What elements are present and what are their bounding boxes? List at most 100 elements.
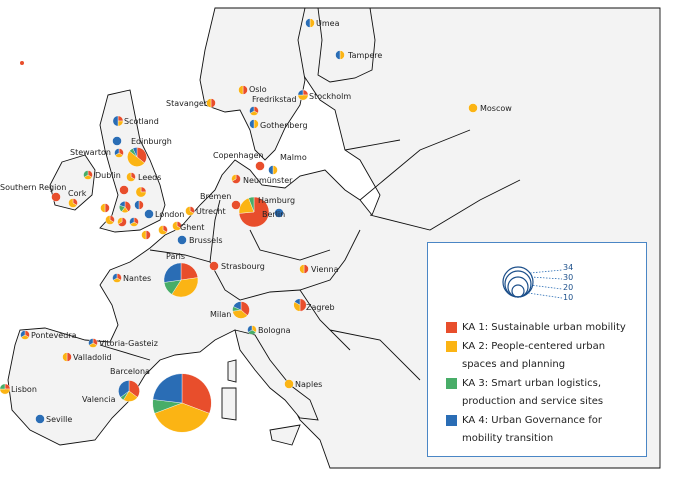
city-pie [68,198,78,208]
city-pie [126,172,136,182]
city-label: Stockholm [309,92,351,101]
land-sardinia [221,387,237,421]
city-label: Nantes [123,274,151,283]
pie-slice-ka2 [299,264,305,274]
city-pie [238,196,270,228]
city-label: Tampere [347,51,382,60]
pie-slice-ka4 [112,273,118,281]
pie-slice-ka2 [100,203,106,213]
bottom-margin [0,469,676,478]
legend-label: KA 4: Urban Governance for mobility tran… [462,415,602,444]
legend-label: KA 2: People-centered urban spaces and p… [462,341,606,370]
city-label: Dublin [95,171,121,180]
ka3-swatch [446,378,457,389]
pie-slice-ka2 [231,174,237,182]
pie-slice-ka4 [163,262,182,283]
city-pie [247,325,257,335]
pie-slice-ka4 [129,217,135,225]
legend-label: KA 3: Smart urban logistics, production … [462,378,604,407]
legend-item-ka4: KA 4: Urban Governance for mobility tran… [446,412,602,448]
pie-slice-ka2 [0,388,11,395]
country-borders [99,129,521,381]
city-pie [35,414,45,424]
pie-slice-ka2 [158,225,168,235]
city-label: Fredrikstad [252,95,297,104]
city-pie [88,338,98,348]
pie-slice-ka2 [154,402,210,433]
size-label-30: 30 [563,273,573,282]
pie-slice-ka2 [468,103,478,113]
city-pie [117,217,127,227]
city-pie [209,261,219,271]
city-pie [62,352,72,362]
city-pie [231,174,241,184]
pie-slice-ka4 [152,373,183,404]
pie-slice-ka2 [297,94,309,101]
city-label: Valencia [82,395,116,404]
pie-slice-ka4 [305,18,311,28]
ka4-swatch [446,415,457,426]
pie-slice-ka2 [135,186,147,198]
pie-slice-ka1 [231,174,241,184]
land-italy [234,329,319,421]
city-pie [232,301,250,319]
city-pie [20,330,30,340]
pie-slice-ka4 [88,338,94,346]
pie-slice-ka4 [112,136,122,146]
size-label-20: 20 [563,283,573,292]
city-pie [206,98,216,108]
city-label: London [155,210,184,219]
city-pie [112,136,122,146]
city-label: Umea [316,19,340,28]
city-pie [112,273,122,283]
pie-slice-ka2 [185,206,195,216]
land-ireland [49,154,96,211]
pie-slice-ka4 [249,106,255,114]
pie-slice-ka2 [284,379,294,389]
size-scale: 34 30 20 10 [502,263,573,302]
city-pie [163,262,199,298]
city-pie [158,225,168,235]
city-label: Stavanger [166,99,208,108]
pie-slice-ka1 [145,230,151,240]
pie-slice-ka4 [134,200,140,210]
pie-slice-ka1 [302,89,309,96]
city-label: Edinburgh [131,137,172,146]
city-label: Pontevedra [31,331,77,340]
pie-slice-ka4 [144,209,154,219]
city-pie [299,264,309,274]
city-pie [249,119,259,129]
city-label: Valladolid [73,353,112,362]
pie-slice-ka1 [255,161,265,171]
pie-slice-ka4 [294,298,301,306]
city-pie [249,106,259,116]
city-label: Milan [210,310,231,319]
city-pie [144,209,154,219]
city-pie [114,148,124,158]
pie-slice-ka4 [132,147,138,158]
city-pie [119,185,129,195]
city-pie [152,373,212,433]
city-label: Copenhagen [213,151,264,160]
city-pie [51,192,61,202]
city-label: Barcelona [110,367,150,376]
pie-slice-ka4 [20,330,26,338]
land-sicily [269,424,301,446]
pie-slice-ka2 [232,309,248,319]
city-pie [135,186,147,198]
city-label: Ghent [180,223,204,232]
legend-label: KA 1: Sustainable urban mobility [462,322,626,333]
city-pie [112,115,124,127]
city-label: Berlin [262,210,285,219]
label-layer: Umea Tampere Oslo Stavanger Fredrikstad Stock… [0,19,512,424]
pie-slice-ka1 [238,196,270,228]
pie-slice-ka2 [238,85,244,95]
pie-slice-ka1 [117,217,127,227]
land-corsica [227,359,237,383]
pie-slice-ka1 [299,298,307,312]
pie-slice-ka4 [247,325,253,333]
legend-item-ka2: KA 2: People-centered urban spaces and p… [446,338,612,374]
ka1-swatch [446,322,457,333]
pie-slice-ka2 [206,98,212,108]
city-pie [100,203,110,213]
